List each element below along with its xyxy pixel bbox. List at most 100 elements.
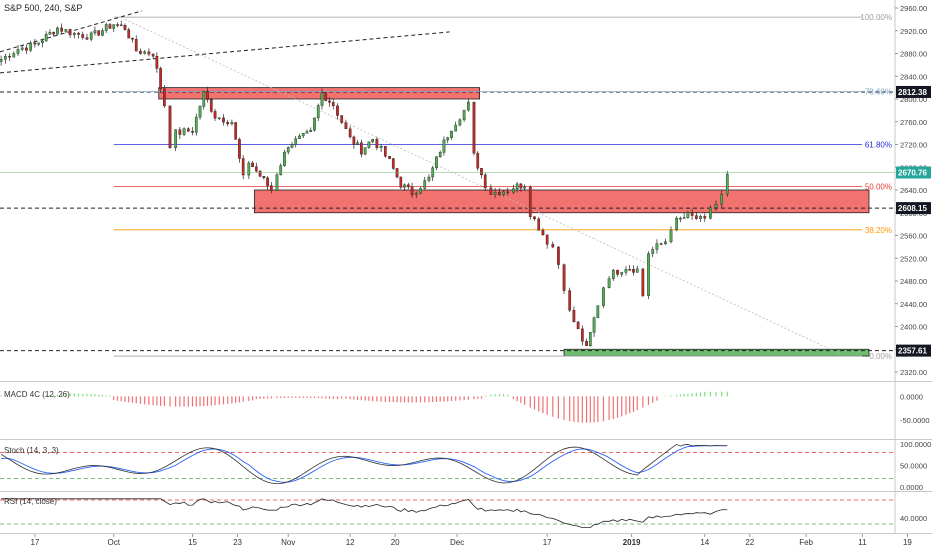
candle-body bbox=[56, 27, 59, 35]
rsi-line bbox=[1, 498, 728, 528]
price-tag bbox=[896, 85, 931, 98]
candle-body bbox=[690, 212, 694, 216]
candle-body bbox=[209, 99, 213, 112]
price-tick-label: 2640.00 bbox=[900, 186, 927, 195]
candle-body bbox=[388, 156, 391, 159]
candle-body bbox=[60, 27, 63, 32]
candle-body bbox=[391, 158, 395, 169]
macd-histogram bbox=[0, 391, 728, 423]
price-tag bbox=[896, 344, 931, 357]
candle-body bbox=[320, 92, 324, 106]
candle-body bbox=[147, 51, 151, 55]
candle-body bbox=[48, 32, 52, 35]
candle-body bbox=[178, 129, 182, 135]
price-tick-label: 2880.00 bbox=[900, 50, 927, 59]
candle-body bbox=[131, 37, 134, 40]
stoch-tick-label: 100.0000 bbox=[900, 440, 931, 449]
time-tick-label: Feb bbox=[799, 538, 813, 547]
candle-body bbox=[68, 29, 72, 36]
candle-body bbox=[506, 191, 510, 194]
candle-body bbox=[367, 141, 371, 148]
candle-body bbox=[694, 215, 698, 219]
candle-body bbox=[720, 193, 724, 205]
candle-body bbox=[682, 217, 686, 219]
candle-body bbox=[139, 50, 142, 54]
fib-trend-line bbox=[124, 19, 841, 355]
candle-body bbox=[262, 176, 266, 179]
price-tag-value: 2670.76 bbox=[898, 169, 927, 178]
candle-body bbox=[202, 91, 206, 107]
candle-body bbox=[41, 40, 44, 44]
candle-body bbox=[419, 188, 422, 194]
candle-body bbox=[127, 29, 131, 39]
candle-body bbox=[551, 244, 555, 248]
candle-body bbox=[647, 253, 650, 296]
candle-body bbox=[528, 186, 532, 217]
candle-body bbox=[119, 24, 123, 27]
candle-body bbox=[269, 185, 273, 191]
candle-body bbox=[238, 139, 241, 159]
candle-body bbox=[266, 177, 269, 186]
candle-body bbox=[709, 207, 712, 219]
candle-body bbox=[458, 119, 462, 126]
candle-body bbox=[97, 30, 101, 36]
candle-body bbox=[191, 131, 194, 133]
candle-body bbox=[664, 241, 667, 245]
candle-body bbox=[651, 249, 655, 254]
price-tick-label: 2920.00 bbox=[900, 27, 927, 36]
price-tick-label: 2320.00 bbox=[900, 368, 927, 377]
candle-body bbox=[435, 156, 438, 169]
macd-tick-label: 0.0000 bbox=[900, 392, 923, 401]
candle-body bbox=[585, 341, 588, 347]
candle-body bbox=[16, 49, 20, 54]
candle-body bbox=[81, 34, 85, 38]
candle-body bbox=[93, 30, 97, 34]
channel-line-lower bbox=[0, 31, 450, 74]
candle-body bbox=[254, 166, 258, 172]
stoch-tick-label: 50.0000 bbox=[900, 462, 927, 471]
stoch-label: Stoch (14, 3, 3) bbox=[4, 446, 59, 455]
candle-body bbox=[655, 243, 659, 250]
resistance-zone-mid bbox=[254, 189, 870, 214]
candle-body bbox=[174, 129, 177, 149]
candle-body bbox=[25, 47, 28, 51]
candle-body bbox=[123, 25, 127, 30]
candle-body bbox=[572, 310, 576, 323]
fib-level-label: 100.00% bbox=[860, 13, 892, 22]
candle-body bbox=[217, 117, 221, 120]
candle-body bbox=[77, 32, 80, 35]
candle-body bbox=[620, 272, 624, 275]
price-tick-label: 2760.00 bbox=[900, 118, 927, 127]
price-tick-label: 2400.00 bbox=[900, 323, 927, 332]
candle-body bbox=[279, 165, 283, 176]
candle-body bbox=[0, 59, 3, 62]
candle-body bbox=[454, 124, 458, 132]
stoch-d-line bbox=[1, 445, 728, 483]
candle-body bbox=[344, 122, 348, 130]
price-tag bbox=[896, 202, 931, 215]
candle-body bbox=[537, 218, 541, 231]
candle-body bbox=[410, 186, 414, 195]
candle-body bbox=[89, 32, 93, 40]
candle-body bbox=[64, 29, 68, 32]
candle-body bbox=[134, 39, 138, 52]
candle-body bbox=[155, 56, 159, 69]
candle-body bbox=[116, 24, 119, 26]
fib-level-label: 78.60% bbox=[865, 88, 892, 97]
candle-body bbox=[611, 269, 615, 279]
candle-body bbox=[467, 101, 470, 111]
time-tick-label: 17 bbox=[30, 538, 39, 547]
price-tick-label: 2960.00 bbox=[900, 4, 927, 13]
candle-body bbox=[186, 128, 190, 132]
time-tick-label: 19 bbox=[903, 538, 912, 547]
candle-body bbox=[3, 55, 7, 60]
candle-body bbox=[101, 30, 104, 36]
candle-body bbox=[592, 317, 596, 333]
price-tick-label: 2480.00 bbox=[900, 277, 927, 286]
candle-body bbox=[159, 68, 162, 90]
price-tag bbox=[896, 166, 931, 179]
candle-body bbox=[8, 55, 11, 58]
candle-body bbox=[541, 230, 545, 236]
candle-body bbox=[641, 268, 645, 296]
